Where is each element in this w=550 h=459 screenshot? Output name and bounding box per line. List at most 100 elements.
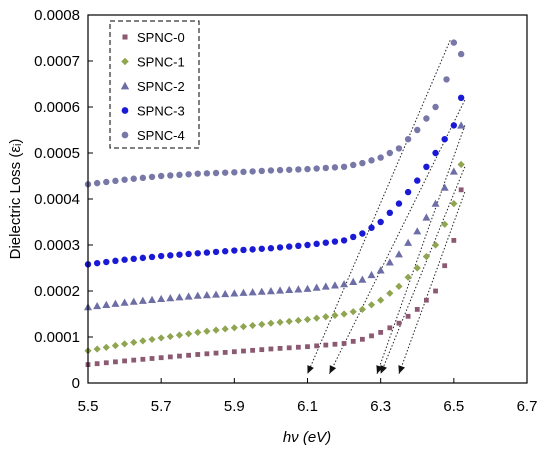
data-point [231, 247, 238, 254]
data-point [450, 200, 458, 208]
data-point [148, 335, 156, 344]
data-point [138, 296, 147, 304]
data-point [395, 282, 403, 290]
data-point [294, 316, 302, 325]
data-point [404, 188, 412, 196]
legend: SPNC-0 SPNC-1 SPNC-2 SPNC-3 SPNC-4 [109, 20, 200, 149]
data-point [167, 252, 174, 259]
data-point [266, 287, 275, 295]
legend-marker-spnc-0 [122, 34, 128, 40]
data-point [294, 285, 303, 293]
data-point [377, 296, 385, 304]
data-point [139, 174, 147, 182]
data-point [322, 164, 329, 172]
data-point [212, 169, 220, 177]
y-tick-label: 0.0006 [34, 99, 80, 116]
data-point [422, 252, 430, 261]
extrapolation-arrowhead [398, 365, 405, 374]
extrapolation-line [307, 40, 451, 374]
data-point [449, 167, 458, 175]
data-point [295, 166, 302, 173]
data-point [258, 167, 265, 175]
data-point [369, 333, 374, 339]
data-point [204, 351, 210, 357]
data-point [259, 347, 265, 353]
data-point [241, 348, 246, 354]
data-point [405, 313, 411, 319]
data-point [322, 239, 329, 246]
data-point [451, 238, 457, 243]
data-point [185, 250, 192, 258]
data-point [166, 294, 175, 302]
data-point [277, 345, 283, 351]
data-point [414, 126, 421, 134]
data-point [350, 338, 356, 344]
data-point [176, 171, 183, 179]
data-point [286, 345, 292, 351]
x-tick-label: 5.9 [224, 398, 245, 415]
data-point [239, 288, 248, 296]
data-point [304, 241, 311, 249]
legend-label-spnc-2: SPNC-2 [137, 79, 185, 94]
data-point [423, 163, 430, 170]
data-point [240, 246, 247, 254]
data-point [148, 253, 156, 261]
data-point [457, 50, 465, 58]
data-point [93, 345, 101, 353]
data-point [148, 173, 156, 181]
data-point [312, 283, 321, 291]
data-point [395, 200, 403, 207]
data-point [304, 165, 311, 173]
x-tick-label: 6.1 [297, 398, 318, 415]
data-point [148, 295, 157, 303]
data-point [450, 122, 458, 129]
data-point [120, 298, 129, 306]
data-point [240, 168, 247, 176]
data-point [286, 243, 293, 250]
data-point [394, 250, 403, 258]
data-point [295, 242, 302, 250]
data-point [203, 327, 211, 335]
data-point [450, 39, 458, 46]
data-point [457, 94, 465, 102]
data-point [249, 246, 256, 253]
data-point [249, 168, 256, 175]
data-point [231, 169, 238, 176]
data-point [386, 289, 394, 297]
x-tick-label: 6.7 [517, 398, 538, 415]
data-point [130, 255, 137, 262]
data-point [323, 342, 329, 348]
data-point [359, 230, 366, 237]
data-point [175, 293, 184, 301]
data-point [267, 319, 275, 327]
extrapolation-line [376, 125, 466, 374]
data-point [193, 291, 202, 299]
data-point [340, 163, 348, 170]
data-point [396, 320, 402, 326]
data-point [413, 227, 422, 235]
data-point [94, 361, 100, 367]
data-point [404, 136, 412, 143]
data-point [378, 330, 384, 335]
data-point [249, 321, 257, 330]
data-point [194, 328, 202, 336]
data-point [385, 258, 394, 266]
data-point [230, 289, 239, 297]
data-point [158, 355, 164, 361]
data-point [149, 356, 155, 361]
data-point [93, 179, 101, 187]
data-point [377, 154, 384, 161]
data-point [350, 233, 357, 241]
data-point [432, 149, 439, 157]
data-point [121, 176, 128, 183]
data-point [167, 354, 173, 360]
data-point [231, 349, 237, 355]
data-point [203, 170, 211, 177]
y-tick-label: 0.0003 [34, 237, 80, 254]
data-point [167, 172, 174, 179]
y-tick-label: 0.0005 [34, 145, 80, 162]
data-point [367, 301, 376, 309]
data-point [331, 238, 339, 245]
data-point [303, 315, 312, 324]
data-point [441, 136, 448, 143]
